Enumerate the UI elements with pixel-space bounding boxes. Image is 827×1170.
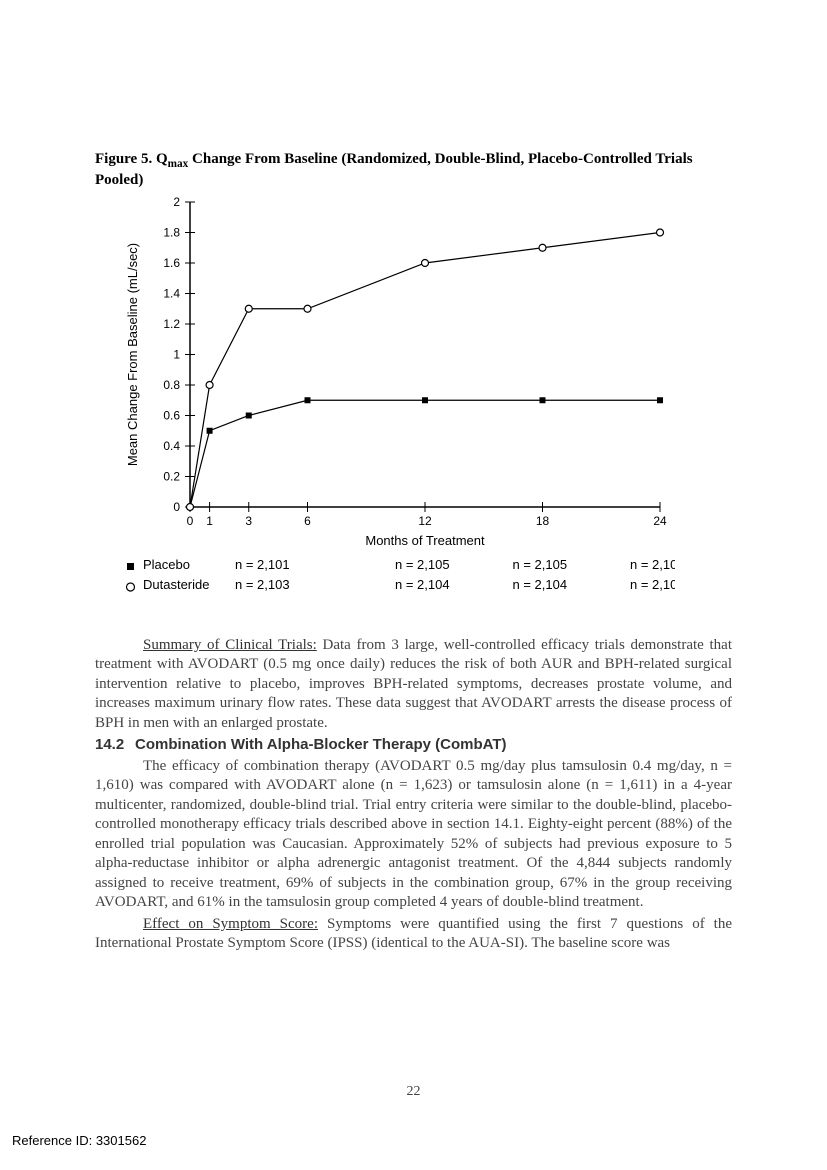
qmax-chart: 00.20.40.60.811.21.41.61.820136121824Mon…	[115, 192, 675, 622]
svg-text:1.4: 1.4	[163, 286, 180, 300]
svg-text:n = 2,103: n = 2,103	[235, 577, 290, 592]
summary-para: Summary of Clinical Trials: Data from 3 …	[95, 636, 732, 734]
svg-text:6: 6	[304, 514, 311, 528]
section-heading: 14.2Combination With Alpha-Blocker Thera…	[95, 735, 732, 755]
svg-text:Mean Change From Baseline (mL/: Mean Change From Baseline (mL/sec)	[125, 243, 140, 466]
svg-text:24: 24	[653, 514, 667, 528]
svg-text:Dutasteride: Dutasteride	[143, 577, 209, 592]
svg-text:n = 2,105: n = 2,105	[395, 557, 450, 572]
page-number: 22	[0, 1084, 827, 1100]
svg-text:n = 2,104: n = 2,104	[513, 577, 568, 592]
reference-id: Reference ID: 3301562	[12, 1133, 146, 1148]
svg-text:0.8: 0.8	[163, 378, 180, 392]
svg-text:1: 1	[206, 514, 213, 528]
svg-text:0: 0	[173, 500, 180, 514]
svg-text:1.8: 1.8	[163, 225, 180, 239]
svg-text:1.6: 1.6	[163, 256, 180, 270]
figure-title-sub: max	[168, 158, 189, 170]
summary-runin: Summary of Clinical Trials:	[143, 637, 317, 653]
svg-text:0.4: 0.4	[163, 439, 180, 453]
svg-text:Months of Treatment: Months of Treatment	[365, 533, 485, 548]
svg-text:18: 18	[536, 514, 550, 528]
effect-para: Effect on Symptom Score: Symptoms were q…	[95, 915, 732, 954]
section-title: Combination With Alpha-Blocker Therapy (…	[135, 736, 507, 753]
figure-title: Figure 5. Qmax Change From Baseline (Ran…	[95, 150, 732, 190]
svg-text:0.6: 0.6	[163, 408, 180, 422]
svg-text:12: 12	[418, 514, 432, 528]
svg-text:Placebo: Placebo	[143, 557, 190, 572]
page: Figure 5. Qmax Change From Baseline (Ran…	[0, 0, 827, 1170]
svg-text:0: 0	[187, 514, 194, 528]
combat-para: The efficacy of combination therapy (AVO…	[95, 757, 732, 913]
body-text: Summary of Clinical Trials: Data from 3 …	[95, 636, 732, 954]
chart-block: 00.20.40.60.811.21.41.61.820136121824Mon…	[115, 192, 675, 622]
svg-text:n = 2,105: n = 2,105	[513, 557, 568, 572]
figure-title-prefix: Figure 5. Q	[95, 151, 168, 167]
svg-text:n = 2,105: n = 2,105	[630, 557, 675, 572]
svg-text:1.2: 1.2	[163, 317, 180, 331]
section-number: 14.2	[95, 735, 135, 755]
svg-text:3: 3	[245, 514, 252, 528]
svg-text:1: 1	[173, 347, 180, 361]
svg-text:n = 2,104: n = 2,104	[395, 577, 450, 592]
svg-text:n = 2,101: n = 2,101	[235, 557, 290, 572]
effect-runin: Effect on Symptom Score:	[143, 916, 318, 932]
svg-text:0.2: 0.2	[163, 469, 180, 483]
svg-text:n = 2,104: n = 2,104	[630, 577, 675, 592]
combat-text: The efficacy of combination therapy (AVO…	[95, 758, 732, 911]
svg-text:2: 2	[173, 195, 180, 209]
